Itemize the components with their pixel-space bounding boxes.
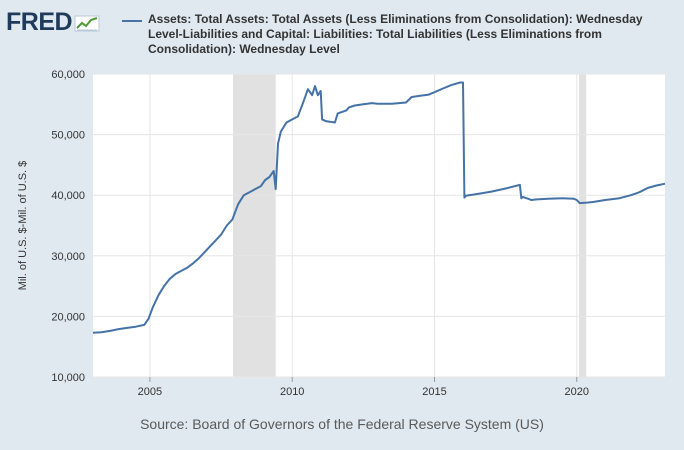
series-lines bbox=[92, 81, 666, 334]
x-tick-label: 2015 bbox=[422, 386, 446, 398]
y-tick-label: 30,000 bbox=[51, 251, 85, 263]
legend-swatch bbox=[122, 20, 142, 22]
recession-band bbox=[233, 74, 276, 377]
line-chart-icon bbox=[74, 15, 100, 31]
legend-label: Assets: Total Assets: Total Assets (Less… bbox=[148, 12, 643, 56]
chart-legend: Assets: Total Assets: Total Assets (Less… bbox=[122, 12, 662, 57]
x-tick-label: 2020 bbox=[565, 386, 589, 398]
x-tick-label: 2005 bbox=[138, 386, 162, 398]
series-line bbox=[92, 81, 666, 334]
recession-band bbox=[579, 74, 587, 377]
y-tick-label: 60,000 bbox=[51, 69, 85, 81]
x-axis-ticks: 2005 2010 2015 2020 bbox=[138, 377, 589, 398]
y-tick-label: 10,000 bbox=[51, 372, 85, 384]
logo-text: FRED bbox=[6, 8, 73, 36]
y-axis-label: Mil. of U.S. $-Mil. of U.S. $ bbox=[17, 161, 29, 291]
fred-logo[interactable]: FRED bbox=[6, 8, 100, 37]
y-tick-label: 20,000 bbox=[51, 311, 85, 323]
y-tick-label: 50,000 bbox=[51, 130, 85, 142]
y-axis-ticks: 10,000 20,000 30,000 40,000 50,000 60,000 bbox=[51, 69, 85, 384]
line-chart: 10,000 20,000 30,000 40,000 50,000 60,000 200… bbox=[17, 69, 666, 398]
y-tick-label: 40,000 bbox=[51, 190, 85, 202]
plot-area bbox=[93, 74, 665, 377]
x-tick-label: 2010 bbox=[280, 386, 304, 398]
source-note: Source: Board of Governors of the Federa… bbox=[140, 416, 544, 432]
recession-bands bbox=[233, 74, 587, 377]
gridlines bbox=[93, 73, 665, 378]
